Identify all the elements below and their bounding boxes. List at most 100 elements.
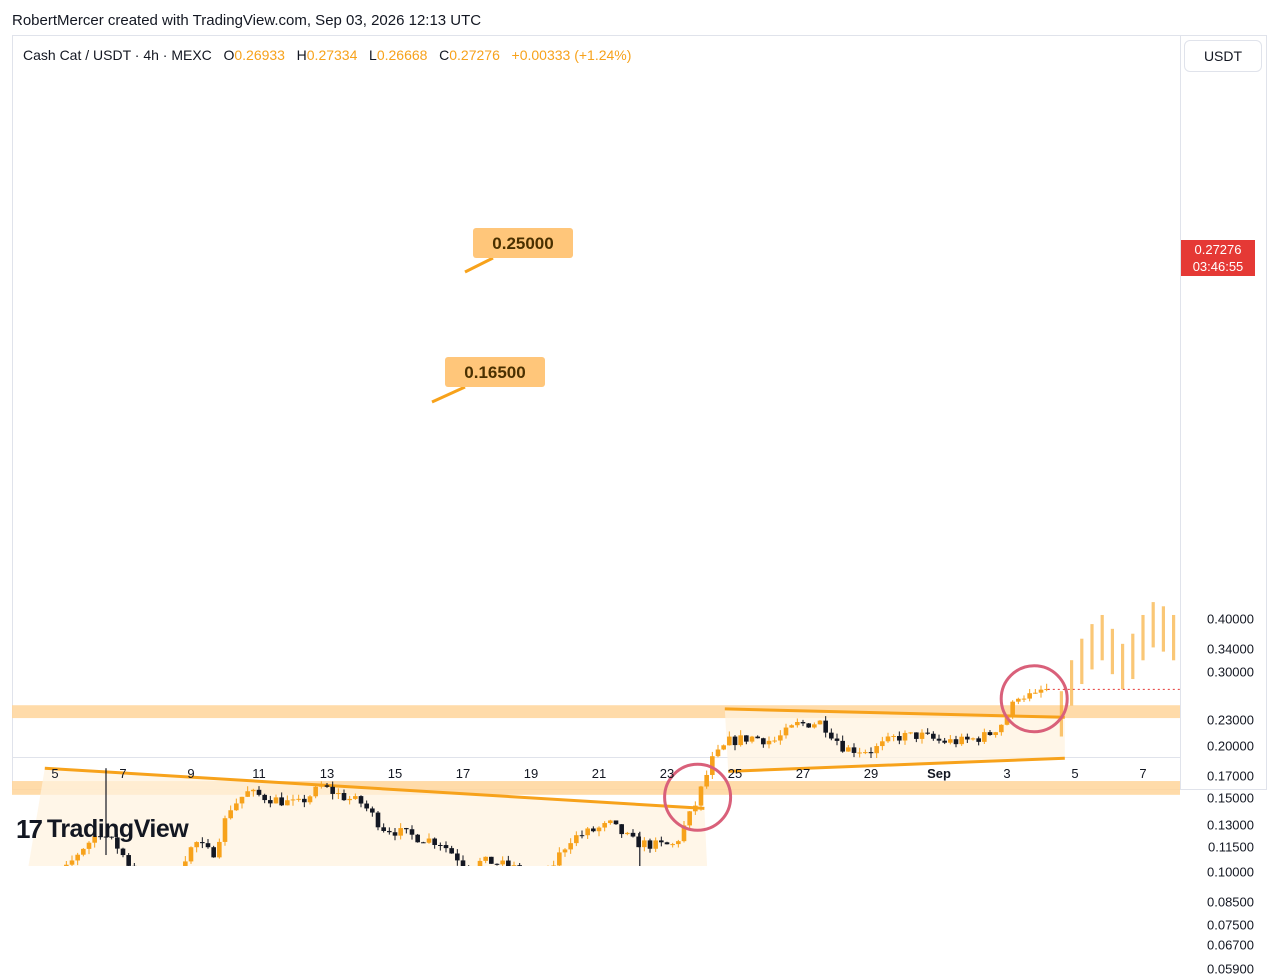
candle-body (427, 839, 432, 843)
time-axis-label: 29 (864, 766, 878, 781)
candle-body (852, 747, 857, 753)
time-axis-label: 13 (320, 766, 334, 781)
candle-body (648, 840, 653, 848)
candle-body (302, 799, 307, 802)
candle-body (228, 810, 233, 818)
candle-body (568, 843, 573, 849)
candle-body (591, 828, 596, 831)
candle-body (353, 796, 358, 799)
candle-body (359, 796, 364, 803)
candle-body (200, 842, 205, 843)
candle-body (444, 845, 449, 848)
candle-body (665, 842, 670, 844)
symbol-name: Cash Cat / USDT · 4h · MEXC (23, 47, 212, 63)
candle-body (891, 736, 896, 737)
candle-body (387, 831, 392, 832)
open-value: 0.26933 (234, 47, 285, 63)
last-price-value: 0.27276 (1181, 241, 1255, 258)
candle-body (625, 833, 630, 834)
candle-body (942, 741, 947, 743)
candle-body (410, 829, 415, 834)
candle-body (211, 847, 216, 857)
candle-body (81, 849, 86, 855)
low-label: L (369, 47, 377, 63)
time-axis-label: 11 (252, 766, 266, 781)
candle-body (886, 736, 891, 741)
candle-body (274, 797, 279, 803)
candle-body (245, 791, 250, 797)
currency-button[interactable]: USDT (1184, 40, 1262, 72)
candle-body (194, 842, 199, 847)
candle-body (291, 799, 296, 800)
tradingview-logo-icon: 17 (16, 814, 41, 845)
last-price-badge: 0.27276 03:46:55 (1181, 240, 1255, 276)
time-axis-label: 5 (51, 766, 58, 781)
time-axis-label: 21 (592, 766, 606, 781)
candle-body (857, 752, 862, 753)
candle-body (801, 722, 806, 723)
candle-body (404, 828, 409, 829)
candle-body (631, 833, 636, 837)
candle-body (795, 722, 800, 725)
candle-body (70, 860, 75, 864)
candle-body (240, 797, 245, 804)
candle-body (750, 737, 755, 742)
candle-body (784, 728, 789, 736)
candle-body (704, 775, 709, 787)
candle-body (908, 732, 913, 733)
tradingview-logo[interactable]: 17 TradingView (16, 814, 188, 845)
candle-body (330, 787, 335, 794)
candle-body (393, 832, 398, 835)
price-axis-label: 0.20000 (1207, 738, 1254, 753)
price-axis-label: 0.05900 (1207, 961, 1254, 976)
projection-bar (1172, 615, 1175, 660)
candle-body (455, 853, 460, 860)
time-axis-label: 17 (456, 766, 470, 781)
projection-bar (1101, 615, 1104, 660)
candle-body (342, 793, 347, 800)
tradingview-logo-text: TradingView (47, 815, 188, 844)
candle-body (931, 734, 936, 739)
candle-body (1016, 699, 1021, 702)
price-axis-label: 0.17000 (1207, 768, 1254, 783)
candle-body (699, 786, 704, 805)
projection-bar (1141, 615, 1144, 660)
candle-body (495, 864, 500, 865)
candle-body (619, 824, 624, 834)
candle-body (370, 808, 375, 812)
projection-bar (1131, 634, 1134, 679)
candle-body (823, 721, 828, 733)
candle-body (806, 723, 811, 727)
candle-body (461, 860, 466, 866)
candle-body (557, 852, 562, 865)
candle-body (1027, 693, 1032, 698)
candle-body (296, 799, 301, 800)
candle-body (914, 732, 919, 739)
candle-body (585, 828, 590, 835)
projection-bar (1111, 629, 1114, 674)
candle-body (982, 732, 987, 742)
candle-body (687, 811, 692, 825)
candle-body (206, 843, 211, 847)
candle-body (965, 737, 970, 740)
candle-body (500, 861, 505, 865)
lower-level-callout-label: 0.16500 (464, 363, 525, 382)
candle-body (721, 745, 726, 749)
candle-body (608, 820, 613, 823)
time-axis-label: 9 (187, 766, 194, 781)
price-axis-label: 0.06700 (1207, 938, 1254, 953)
projection-bar (1070, 660, 1073, 705)
candle-body (653, 840, 658, 848)
lower-level-callout-pointer (432, 387, 465, 402)
candle-body (880, 741, 885, 746)
candle-body (234, 803, 239, 810)
candle-body (574, 835, 579, 843)
candle-body (835, 739, 840, 741)
time-axis-label: 5 (1071, 766, 1078, 781)
candle-body (336, 793, 341, 794)
price-axis-label: 0.40000 (1207, 612, 1254, 627)
time-axis-label: 27 (796, 766, 810, 781)
candle-body (580, 835, 585, 836)
candle-body (948, 739, 953, 742)
